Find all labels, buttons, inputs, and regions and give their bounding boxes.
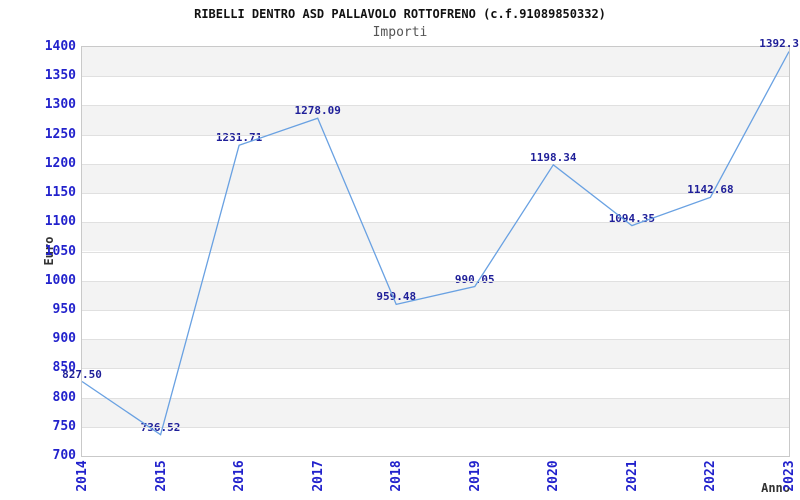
plot-band	[82, 76, 789, 106]
gridline	[82, 310, 789, 311]
plot-band	[82, 251, 789, 281]
y-tick-label: 1150	[44, 185, 76, 201]
y-tick-label: 1100	[44, 214, 76, 230]
point-label: 1392.3	[759, 37, 799, 51]
y-tick-label: 750	[52, 418, 76, 434]
gridline	[82, 252, 789, 253]
plot-band	[82, 222, 789, 252]
gridline	[82, 135, 789, 136]
plot-band	[82, 134, 789, 164]
plot-band	[82, 309, 789, 340]
gridline	[82, 368, 789, 369]
y-tick-label: 1200	[44, 155, 76, 171]
x-tick-label: 2020	[546, 460, 562, 492]
y-tick-label: 800	[52, 389, 76, 405]
gridline	[82, 164, 789, 165]
x-tick-label: 2022	[703, 460, 719, 492]
y-tick-label: 850	[52, 360, 76, 376]
data-line	[82, 51, 789, 436]
point-label: 990.05	[454, 272, 495, 286]
point-label: 827.50	[62, 367, 102, 381]
x-axis-title: Anno	[761, 481, 790, 495]
importi-line-series	[82, 51, 789, 436]
y-tick-label: 1350	[44, 68, 76, 84]
gridline	[82, 222, 789, 223]
plot-band	[82, 193, 789, 223]
chart-subtitle: Importi	[372, 25, 428, 40]
point-label: 1278.09	[294, 104, 341, 118]
y-tick-label: 1400	[44, 39, 76, 54]
x-tick-label: 2021	[624, 460, 640, 492]
point-label: 959.48	[376, 290, 417, 304]
x-tick-label: 2019	[467, 460, 483, 492]
y-tick-label: 1000	[44, 272, 76, 288]
x-tick-label: 2017	[310, 460, 326, 492]
x-tick-label: 2014	[75, 460, 90, 492]
plot-band	[82, 426, 789, 456]
plot-band	[82, 105, 789, 135]
y-tick-label: 1050	[44, 243, 76, 259]
point-label: 1198.34	[530, 150, 577, 164]
plot-band	[82, 47, 789, 77]
y-tick-label: 700	[52, 448, 76, 463]
y-tick-label: 900	[52, 331, 76, 347]
y-tick-label: 1250	[44, 126, 76, 142]
gridline	[82, 398, 789, 399]
y-tick-label: 1300	[44, 97, 76, 113]
gridline	[82, 193, 789, 194]
gridline	[82, 76, 789, 77]
gridline	[82, 427, 789, 428]
y-tick-label: 950	[52, 301, 76, 317]
gridline	[82, 281, 789, 282]
plot-band	[82, 397, 789, 427]
x-tick-label: 2018	[389, 460, 405, 492]
plot-band	[82, 368, 789, 398]
plot-band	[82, 339, 789, 369]
gridline	[82, 105, 789, 106]
chart-title: RIBELLI DENTRO ASD PALLAVOLO ROTTOFRENO …	[194, 7, 606, 21]
gridline	[82, 339, 789, 340]
plot-band	[82, 163, 789, 194]
x-tick-label: 2015	[153, 460, 169, 492]
plot-area	[81, 46, 790, 457]
x-tick-label: 2023	[782, 460, 797, 492]
x-tick-label: 2016	[232, 460, 248, 492]
